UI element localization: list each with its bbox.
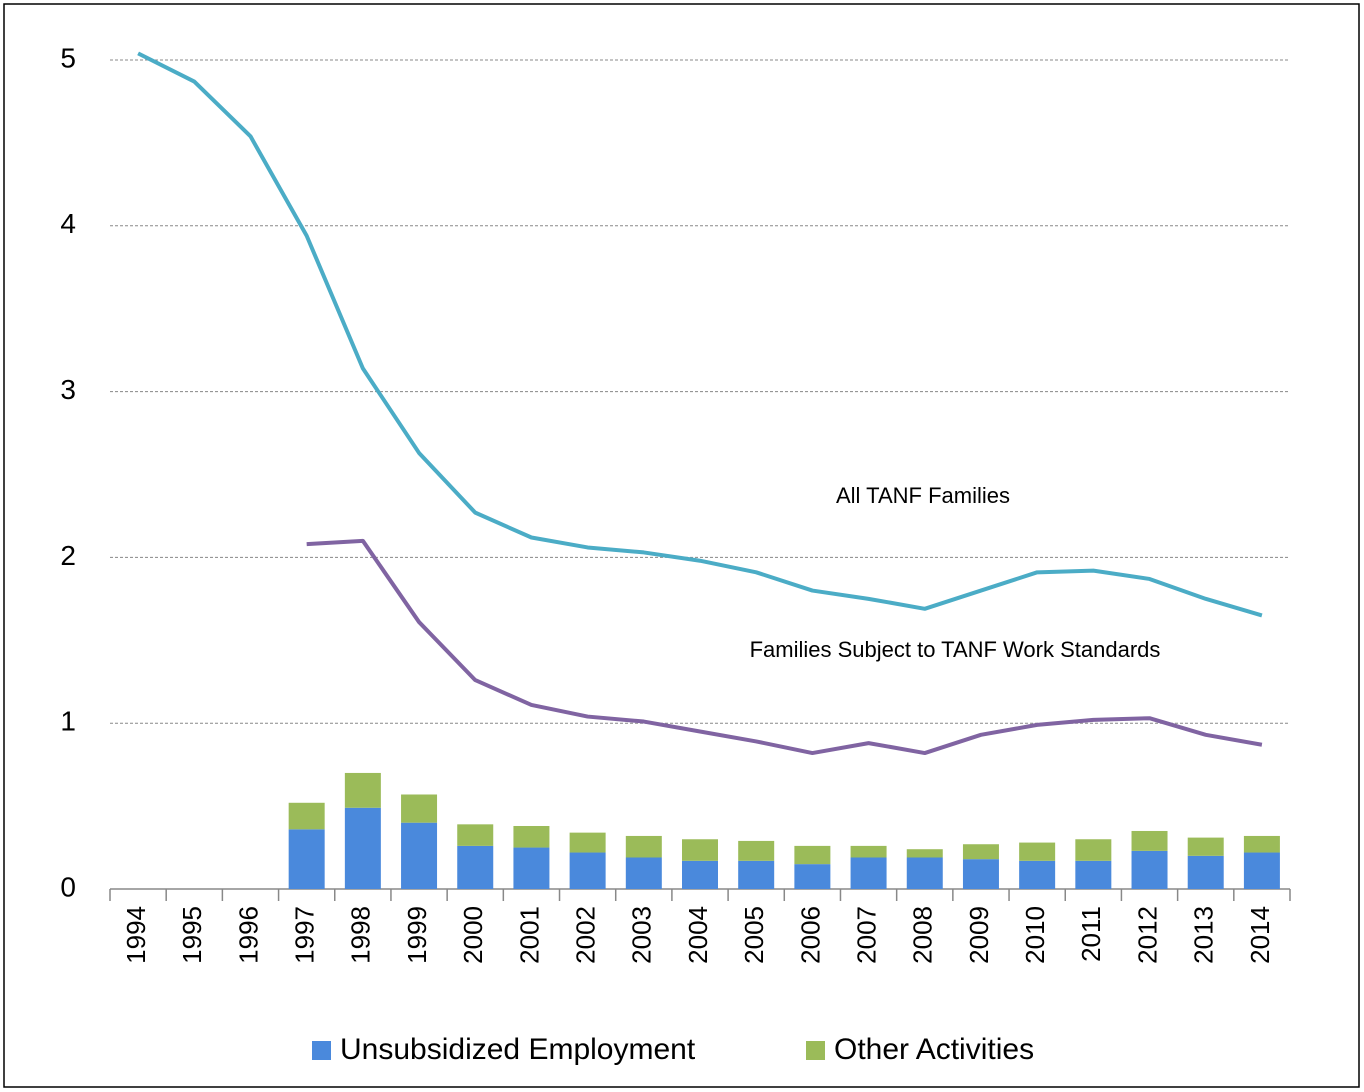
- x-tick-label: 1998: [346, 906, 376, 964]
- bar: [1243, 852, 1280, 889]
- bar: [738, 840, 775, 861]
- bar: [962, 859, 999, 889]
- bar: [288, 802, 325, 830]
- x-tick-label: 2014: [1245, 906, 1275, 964]
- x-tick-label: 2000: [458, 906, 488, 964]
- y-tick-label: 5: [60, 42, 76, 73]
- bar: [850, 857, 887, 889]
- y-tick-label: 4: [60, 208, 76, 239]
- legend-swatch: [806, 1041, 825, 1060]
- bar: [569, 832, 606, 853]
- bar: [401, 822, 438, 889]
- bar: [513, 847, 550, 889]
- y-tick-label: 1: [60, 706, 76, 737]
- bar: [738, 860, 775, 889]
- line-label: Families Subject to TANF Work Standards: [750, 637, 1161, 662]
- x-tick-label: 1997: [290, 906, 320, 964]
- y-tick-label: 2: [60, 540, 76, 571]
- x-tick-label: 2007: [851, 906, 881, 964]
- bar: [344, 807, 381, 889]
- x-tick-label: 2010: [1020, 906, 1050, 964]
- x-tick-label: 2001: [514, 906, 544, 964]
- bar: [1131, 830, 1168, 851]
- bar: [344, 772, 381, 808]
- bar: [1075, 839, 1112, 861]
- x-tick-label: 1999: [402, 906, 432, 964]
- bar: [850, 845, 887, 858]
- bar: [569, 852, 606, 889]
- bar: [1075, 860, 1112, 889]
- bar: [1019, 842, 1056, 861]
- bar: [401, 794, 438, 823]
- x-tick-label: 1994: [121, 906, 151, 964]
- x-tick-label: 2005: [739, 906, 769, 964]
- bar: [1019, 860, 1056, 889]
- bar: [906, 857, 943, 889]
- line-label: All TANF Families: [836, 483, 1010, 508]
- bar: [794, 864, 831, 889]
- x-tick-label: 2003: [627, 906, 657, 964]
- bar: [457, 824, 494, 846]
- x-tick-label: 2006: [795, 906, 825, 964]
- legend-swatch: [312, 1041, 331, 1060]
- x-tick-label: 2013: [1189, 906, 1219, 964]
- bar: [682, 860, 718, 889]
- x-tick-label: 2011: [1076, 906, 1106, 962]
- x-tick-label: 1996: [233, 906, 263, 964]
- bar: [962, 844, 999, 860]
- x-tick-label: 2008: [908, 906, 938, 964]
- line: [137, 51, 1263, 618]
- bar: [457, 845, 494, 889]
- x-tick-label: 2002: [570, 906, 600, 964]
- bar: [1187, 837, 1224, 856]
- x-tick-label: 2012: [1132, 906, 1162, 964]
- x-tick-label: 2009: [964, 906, 994, 964]
- bar: [1243, 835, 1280, 853]
- y-tick-label: 0: [60, 871, 76, 902]
- bar: [513, 825, 550, 848]
- bar: [682, 839, 718, 861]
- x-tick-label: 2004: [683, 906, 713, 964]
- legend-label: Other Activities: [834, 1033, 1034, 1066]
- y-tick-label: 3: [60, 374, 76, 405]
- line: [306, 538, 1263, 756]
- x-tick-label: 1995: [177, 906, 207, 964]
- legend-label: Unsubsidized Employment: [340, 1033, 696, 1066]
- bar: [625, 857, 662, 889]
- bar: [1131, 850, 1168, 889]
- bar: [288, 829, 325, 889]
- chart-frame: [3, 3, 1360, 1088]
- bar: [794, 845, 831, 865]
- bar: [625, 835, 662, 858]
- bar: [906, 849, 943, 858]
- bar: [1187, 855, 1224, 889]
